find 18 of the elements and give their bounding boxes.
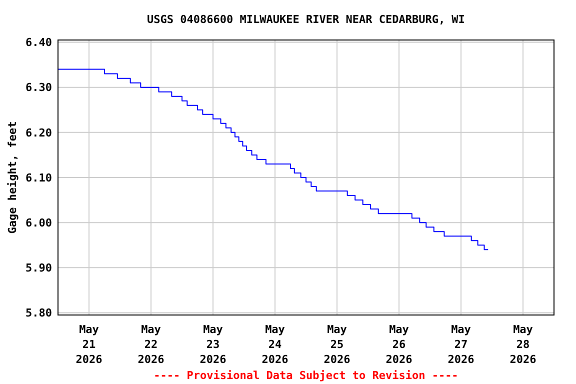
x-tick-label: May 21 2026 — [76, 323, 103, 366]
y-tick-label: 6.30 — [26, 81, 52, 94]
x-tick-label: May 25 2026 — [324, 323, 351, 366]
x-tick-label: May 26 2026 — [386, 323, 413, 366]
x-tick-label: May 22 2026 — [138, 323, 165, 366]
x-tick-label: May 24 2026 — [262, 323, 289, 366]
x-tick-label: May 27 2026 — [448, 323, 475, 366]
y-tick-label: 6.00 — [26, 216, 52, 230]
y-tick-label: 6.10 — [26, 171, 52, 184]
x-tick-label: May 23 2026 — [200, 323, 227, 366]
y-tick-label: 5.90 — [26, 262, 52, 275]
y-tick-label: 6.20 — [26, 126, 52, 140]
text: ---- Provisional Data Subject to Revision ---- — [154, 369, 458, 382]
chart-title: USGS 04086600 MILWAUKEE RIVER NEAR CEDARBURG, WI — [147, 13, 465, 26]
y-tick-label: 5.80 — [26, 306, 52, 320]
x-tick-label: May 28 2026 — [510, 323, 537, 366]
y-tick-label: 6.40 — [26, 36, 52, 50]
y-axis-title: Gage height, feet — [6, 121, 19, 234]
